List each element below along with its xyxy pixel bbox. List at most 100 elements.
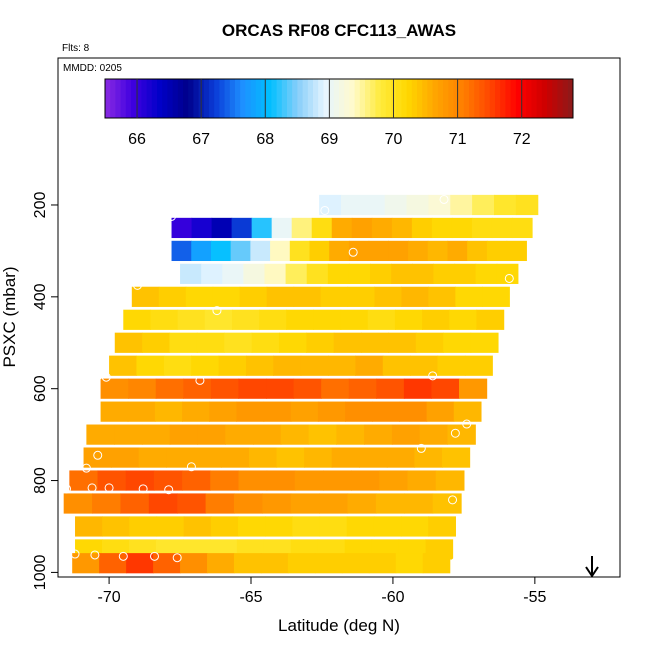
colorbar-tick-label: 68 — [256, 131, 274, 148]
heatmap-cell — [280, 424, 310, 445]
sample-point — [118, 551, 128, 561]
heatmap-cell — [391, 263, 413, 284]
colorbar-swatch — [567, 79, 574, 118]
heatmap-cell — [210, 240, 232, 262]
colorbar-swatch — [151, 79, 158, 118]
heatmap-cell — [411, 217, 433, 239]
heatmap-cell — [511, 217, 533, 239]
heatmap-cell — [171, 240, 192, 262]
colorbar-swatch — [380, 79, 387, 118]
heatmap-cell — [109, 355, 138, 376]
heatmap-cell — [459, 378, 488, 399]
colorbar-swatch — [495, 79, 501, 118]
sample-point — [470, 485, 480, 495]
heatmap-cell — [467, 240, 488, 262]
colorbar-swatch — [292, 79, 298, 118]
y-tick-label: 600 — [32, 375, 49, 402]
heatmap-cell — [290, 493, 320, 514]
heatmap-cell — [180, 263, 202, 284]
sample-point — [195, 375, 205, 385]
colorbar-swatch — [375, 79, 382, 118]
colorbar-frame — [104, 78, 574, 119]
sample-point — [416, 443, 426, 453]
colorbar-swatch — [172, 79, 179, 118]
heatmap-cell — [370, 263, 392, 284]
heatmap-cell — [236, 401, 265, 422]
heatmap-cell — [374, 286, 403, 307]
heatmap-cell — [428, 194, 451, 216]
heatmap-cell — [100, 378, 129, 399]
heatmap-cell — [319, 493, 349, 514]
colorbar-swatch — [281, 79, 288, 118]
colorbar-swatch — [333, 79, 340, 118]
heatmap-cell — [386, 447, 416, 468]
heatmap-cell — [412, 263, 434, 284]
sample-point — [164, 485, 174, 495]
heatmap-cell — [141, 424, 171, 445]
colorbar-swatch — [437, 79, 444, 118]
heatmap-cell — [251, 217, 273, 239]
heatmap-cell — [336, 424, 365, 445]
sample-point — [518, 361, 528, 371]
heatmap-cell — [449, 309, 478, 330]
colorbar-swatch — [162, 79, 168, 118]
x-tick-label: -70 — [98, 589, 121, 606]
heatmap-cell — [166, 447, 195, 468]
heatmap-cell — [138, 447, 167, 468]
heatmap-cell — [120, 493, 150, 514]
colorbar-swatch — [359, 79, 366, 118]
heatmap-cell — [193, 447, 223, 468]
colorbar-swatch — [479, 79, 486, 118]
heatmap-cell — [313, 309, 342, 330]
colorbar-tick-label: 72 — [513, 131, 531, 148]
heatmap-cell — [379, 470, 409, 491]
heatmap-cell — [264, 263, 287, 284]
colorbar-swatch — [328, 79, 335, 118]
sample-point — [101, 372, 111, 382]
heatmap-cell — [111, 447, 140, 468]
colorbar-swatch — [547, 79, 553, 118]
sample-point — [172, 553, 182, 563]
heatmap-cell — [125, 470, 155, 491]
colorbar-swatch — [209, 79, 215, 118]
colorbar-swatch — [188, 79, 194, 118]
heatmap-cell — [253, 424, 282, 445]
heatmap-cell — [347, 493, 377, 514]
colorbar-swatch — [167, 79, 174, 118]
heatmap-cell — [431, 378, 460, 399]
heatmap-cell — [364, 424, 393, 445]
heatmap-cell — [221, 447, 250, 468]
colorbar-swatch — [105, 79, 111, 118]
heatmap-cell — [182, 470, 211, 491]
heatmap-cell — [205, 493, 235, 514]
heatmap-cell — [245, 355, 274, 376]
heatmap-cell — [415, 332, 444, 353]
colorbar-swatch — [235, 79, 241, 118]
colorbar-swatch — [370, 79, 376, 118]
heatmap-cell — [428, 516, 456, 537]
heatmap-cell — [293, 286, 322, 307]
heatmap-cell — [388, 240, 409, 262]
colorbar-swatch — [146, 79, 153, 118]
heatmap-cell — [455, 286, 483, 307]
heatmap-cell — [233, 553, 262, 574]
heatmap-cell — [248, 447, 278, 468]
heatmap-cell — [491, 217, 513, 239]
heatmap-cell — [493, 194, 517, 216]
sample-point — [212, 306, 222, 316]
sample-point — [93, 450, 103, 460]
heatmap-cell — [401, 516, 429, 537]
heatmap-cell — [433, 263, 456, 284]
heatmap-cell — [180, 553, 208, 574]
colorbar-swatch — [510, 79, 517, 118]
heatmap-cell — [156, 516, 185, 537]
heatmap-cell — [471, 217, 493, 239]
heatmap-cell — [382, 355, 411, 376]
flights-label: Flts: 8 — [62, 43, 90, 54]
colorbar-swatch — [115, 79, 122, 118]
heatmap-cell — [276, 447, 305, 468]
heatmap-cell — [368, 553, 397, 574]
colorbar-swatch — [406, 79, 413, 118]
heatmap-cell — [362, 194, 386, 216]
